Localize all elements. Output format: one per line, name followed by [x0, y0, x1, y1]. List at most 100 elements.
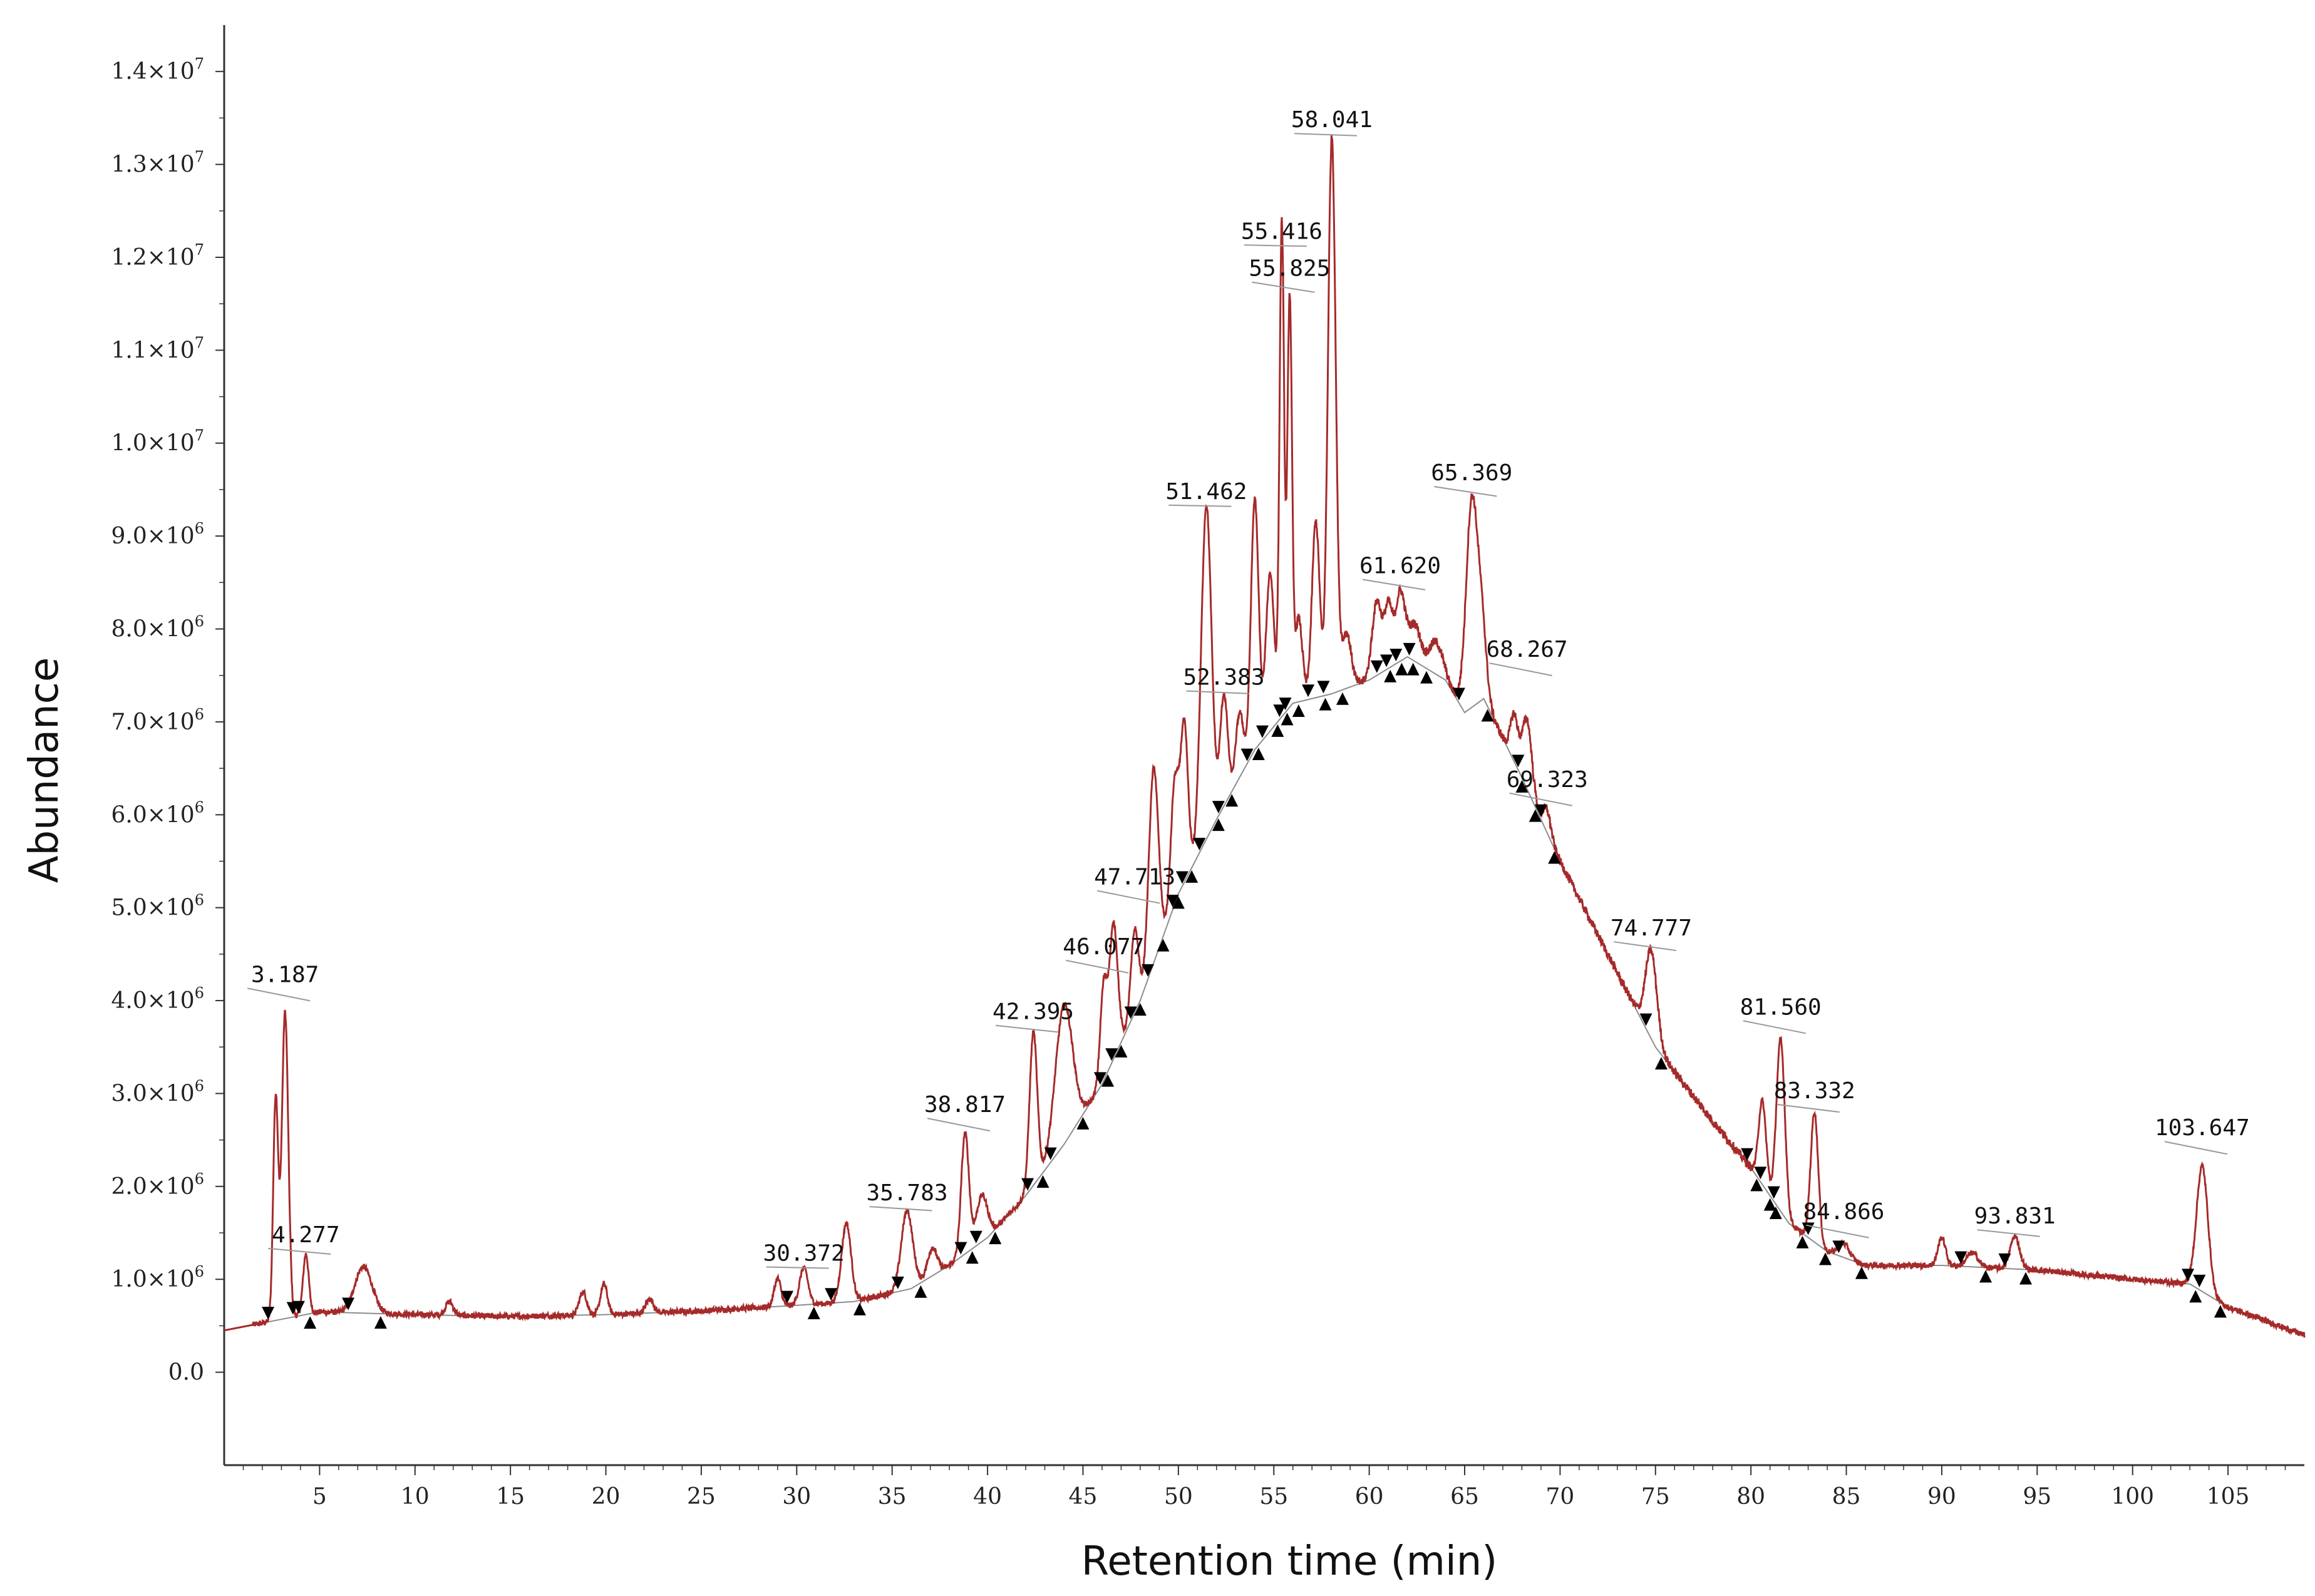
peak-end-marker	[966, 1251, 979, 1264]
peak-start-marker	[781, 1290, 794, 1304]
y-tick-label: 4.0×106	[111, 984, 204, 1014]
peak-start-marker	[1124, 1006, 1137, 1019]
peak-end-marker	[1750, 1178, 1763, 1192]
peak-end-marker	[989, 1232, 1002, 1245]
y-tick-label: 8.0×106	[111, 613, 204, 642]
y-axis-title: Abundance	[21, 657, 68, 883]
x-tick-label: 65	[1450, 1484, 1479, 1510]
x-tick-label: 25	[687, 1484, 716, 1510]
peak-start-marker	[1370, 660, 1383, 673]
peak-start-marker	[2193, 1274, 2206, 1287]
peak-labels-group: 3.187 4.277 30.372 35.783 38.817 42.395 46.077…	[247, 107, 2250, 1269]
x-axis-title: Retention time (min)	[1081, 1538, 1498, 1585]
peak-label-leader	[2164, 1141, 2228, 1155]
x-tick-label: 10	[401, 1484, 430, 1510]
peak-end-marker	[807, 1306, 820, 1319]
y-tick-label: 1.1×107	[111, 334, 204, 363]
peak-end-marker	[1076, 1116, 1090, 1130]
peak-label: 103.647	[2155, 1115, 2250, 1141]
peak-label: 52.383	[1183, 665, 1264, 691]
peak-start-marker	[1255, 725, 1269, 738]
peak-start-marker	[1142, 964, 1155, 977]
peak-end-marker	[1406, 662, 1420, 676]
peak-end-marker	[1271, 724, 1284, 737]
peak-end-marker	[1769, 1207, 1782, 1220]
peak-start-marker	[891, 1276, 904, 1289]
peak-end-marker	[1548, 851, 1561, 864]
peak-label-leader	[1743, 1020, 1806, 1034]
peak-end-marker	[374, 1316, 387, 1329]
peak-end-marker	[1336, 692, 1349, 705]
peak-label-leader	[995, 1024, 1059, 1033]
peak-label: 81.560	[1740, 994, 1822, 1020]
x-tick-label: 15	[496, 1484, 525, 1510]
peak-label: 61.620	[1359, 553, 1441, 579]
x-tick-label: 30	[782, 1484, 811, 1510]
markers-group	[262, 642, 2227, 1329]
peak-end-marker	[1133, 1003, 1147, 1016]
peak-label: 35.783	[867, 1180, 948, 1206]
peak-end-marker	[1855, 1266, 1868, 1279]
peak-label: 74.777	[1611, 915, 1692, 941]
x-tick-label: 20	[592, 1484, 621, 1510]
x-tick-label: 40	[973, 1484, 1002, 1510]
peak-end-marker	[1481, 709, 1494, 722]
peak-end-marker	[1292, 704, 1305, 717]
peak-label-leader	[869, 1206, 932, 1212]
peak-start-marker	[1302, 684, 1315, 698]
peak-start-marker	[1452, 687, 1465, 701]
peak-label-leader	[1434, 486, 1497, 497]
peak-start-marker	[1105, 1048, 1118, 1061]
peak-label: 55.825	[1249, 256, 1330, 282]
x-tick-label: 5	[312, 1484, 327, 1510]
peak-end-marker	[853, 1302, 866, 1315]
peak-start-marker	[1193, 838, 1206, 851]
peak-label: 55.416	[1241, 219, 1322, 244]
peak-label: 51.462	[1165, 479, 1247, 505]
peak-start-marker	[1212, 801, 1225, 814]
y-tick-label: 3.0×106	[111, 1077, 204, 1106]
peak-label: 65.369	[1431, 460, 1512, 486]
peak-start-marker	[262, 1307, 275, 1320]
chromatogram-trace	[224, 134, 2306, 1338]
peak-end-marker	[1654, 1057, 1668, 1070]
peak-start-marker	[1403, 642, 1416, 656]
peak-start-marker	[969, 1230, 982, 1243]
peak-end-marker	[1819, 1252, 1832, 1265]
peak-start-marker	[1317, 681, 1330, 694]
y-tick-label: 1.2×107	[111, 241, 204, 270]
x-tick-label: 50	[1164, 1484, 1193, 1510]
peak-start-marker	[954, 1242, 967, 1255]
peak-end-marker	[1384, 669, 1397, 682]
peak-end-marker	[1036, 1175, 1049, 1188]
peak-end-marker	[304, 1316, 317, 1329]
peak-start-marker	[342, 1297, 355, 1310]
peak-end-marker	[1529, 809, 1542, 822]
peak-end-marker	[2214, 1305, 2227, 1318]
peak-start-marker	[1741, 1148, 1754, 1161]
peak-end-marker	[1796, 1235, 1809, 1248]
peak-start-marker	[1534, 804, 1547, 817]
x-tick-label: 90	[1927, 1484, 1956, 1510]
y-tick-label: 9.0×106	[111, 520, 204, 549]
y-tick-label: 1.0×107	[111, 427, 204, 456]
peak-label-leader	[1613, 941, 1677, 952]
y-tick-label: 1.3×107	[111, 148, 204, 178]
peak-label: 46.077	[1063, 934, 1144, 960]
trace-group	[224, 134, 2306, 1338]
x-tick-label: 85	[1832, 1484, 1861, 1510]
peak-start-marker	[1754, 1166, 1767, 1180]
peak-start-marker	[1273, 704, 1286, 718]
peak-start-marker	[1998, 1253, 2011, 1266]
peak-label-leader	[1294, 133, 1357, 136]
peak-start-marker	[1390, 649, 1403, 662]
peak-end-marker	[1115, 1044, 1128, 1058]
peak-end-marker	[1420, 671, 1433, 684]
peak-end-marker	[1212, 818, 1225, 831]
peak-label-leader	[1244, 244, 1307, 247]
peak-end-marker	[1225, 794, 1239, 807]
peak-start-marker	[1512, 754, 1525, 768]
x-tick-label: 55	[1259, 1484, 1288, 1510]
peak-label: 69.323	[1507, 767, 1588, 793]
peak-start-marker	[1767, 1186, 1780, 1199]
